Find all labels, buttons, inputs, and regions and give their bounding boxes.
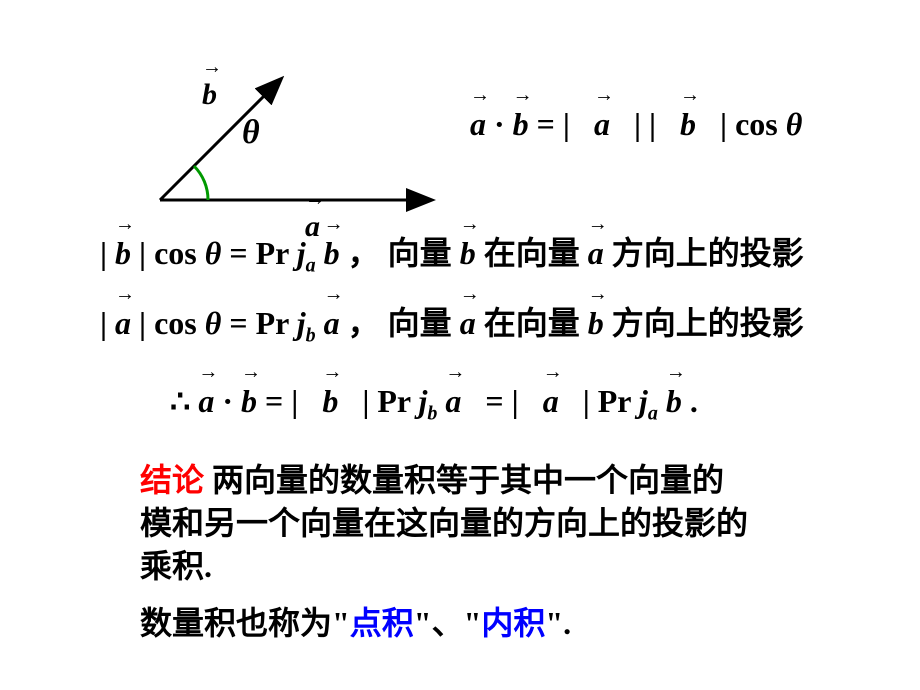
dot-product-formula: →a · →b = | →a | | →b | cos θ [470,106,802,143]
p1theta: θ [205,235,222,271]
conclusion-line-1: 结论 两向量的数量积等于其中一个向量的 [140,455,724,501]
ftheta: θ [786,106,803,142]
tsa: a [648,402,658,424]
p1cn3: 方向上的投影 [612,235,804,271]
also-t1: 点积 [350,605,414,641]
tsb: b [427,402,437,424]
p1v2: a [588,235,604,271]
also-p1: 数量积也称为" [140,605,350,641]
vector-diagram: →b →a θ [130,60,450,210]
fdot: · [494,106,505,142]
tb: b [241,383,257,419]
fbar2: | [634,106,641,142]
ta: a [198,383,214,419]
tb2: b [322,383,338,419]
p1comma: ， [348,235,380,271]
p2sub: b [306,324,316,346]
conclusion-line-2: 模和另一个向量在这向量的方向上的投影的 [140,498,748,544]
p2a: a [115,305,131,341]
conclusion-line-3: 乘积. [140,541,212,587]
p2cn2: 在向量 [484,305,580,341]
tperiod: . [690,383,698,419]
fa: a [470,106,486,142]
projection-line-2: | →a | cos θ = Pr jb →a ， 向量 →a 在向量 →b 方… [100,298,804,347]
p2theta: θ [205,305,222,341]
targb: b [666,383,682,419]
tbar2: | [362,383,369,419]
p1eq: = [229,235,255,271]
also-called-line: 数量积也称为"点积"、"内积". [140,598,571,644]
p2cn1: 向量 [388,305,452,341]
p2cn3: 方向上的投影 [612,305,804,341]
tbar4: | [583,383,590,419]
p1v1: b [460,235,476,271]
fb2: b [680,106,696,142]
p1sub: a [306,254,316,276]
teq: = [265,383,283,419]
feq: = [537,106,555,142]
fbar4: | [720,106,727,142]
projection-line-1: | →b | cos θ = Pr ja →b ， 向量 →b 在向量 →a 方… [100,228,804,277]
slide: →b →a θ →a · →b = | →a | | →b | cos θ | … [0,0,920,690]
p1b: b [115,235,131,271]
targa: a [445,383,461,419]
p2pr: Pr [256,305,297,341]
conclusion-label: 结论 [140,462,204,498]
also-t2: 内积 [481,605,545,641]
angle-arc [194,166,208,200]
p2v2: b [588,305,604,341]
tbar1: | [291,383,298,419]
also-p2: "、" [414,605,482,641]
p1pr: Pr [256,235,297,271]
diagram-svg [130,60,450,240]
conclusion-rest1: 两向量的数量积等于其中一个向量的 [204,462,724,498]
fbar1: | [563,106,570,142]
also-p3: ". [545,605,571,641]
ta2: a [543,383,559,419]
theta-label: θ [242,114,260,152]
p2v1: a [460,305,476,341]
tj2: j [639,383,648,419]
p2j: j [297,305,306,341]
tpr2: Pr [598,383,639,419]
p2arg: a [324,305,340,341]
vector-b-line [160,80,280,200]
tbar3: | [512,383,519,419]
p1cn2: 在向量 [484,235,580,271]
fb: b [513,106,529,142]
fcos: cos [735,106,778,142]
tsym: ∴ [170,383,198,419]
fa2: a [594,106,610,142]
p2comma: ， [348,305,380,341]
p1arg: b [324,235,340,271]
p2eq: = [229,305,255,341]
p2cos: cos [154,305,197,341]
p1cn1: 向量 [388,235,452,271]
vector-b-label: →b [202,78,217,112]
p1j: j [297,235,306,271]
fbar3: | [649,106,656,142]
p1cos: cos [154,235,197,271]
tdot: · [222,383,233,419]
tmeq: = [485,383,511,419]
tpr1: Pr [377,383,418,419]
therefore-line: ∴ →a · →b = | →b | Pr jb →a = | →a | Pr … [170,382,698,425]
b-text: b [202,78,217,111]
